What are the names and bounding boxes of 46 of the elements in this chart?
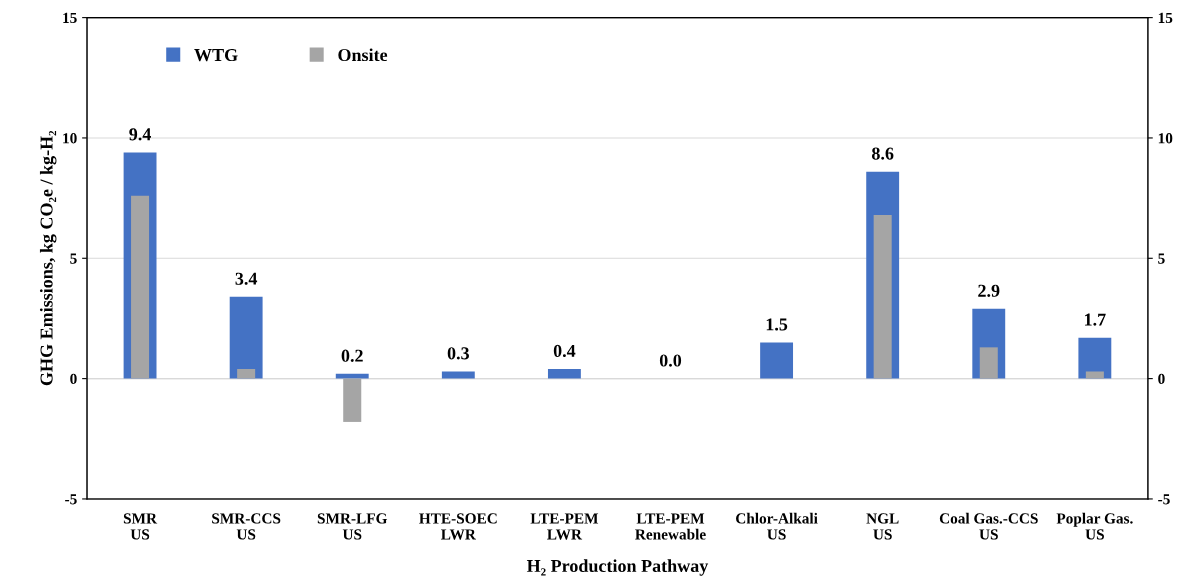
y-axis-title: GHG Emissions, kg CO₂e / kg-H₂ (39, 130, 57, 386)
x-tick-label: SMR US (123, 513, 158, 540)
x-tick-label: NGL US (866, 513, 899, 540)
data-label: 0.4 (553, 344, 576, 358)
bar (760, 342, 794, 379)
bar (873, 214, 892, 379)
bar (547, 368, 581, 379)
bar (441, 371, 475, 379)
x-tick-label: LTE-PEM LWR (530, 513, 599, 540)
bar (237, 368, 256, 379)
y-tick-label: -5 (65, 494, 77, 505)
y2-tick-label: 5 (1158, 253, 1165, 264)
bar (979, 347, 998, 379)
data-label: 0.3 (447, 347, 469, 360)
data-label: 3.4 (235, 272, 258, 285)
x-tick-label: Chlor-Alkali US (736, 512, 818, 540)
bar (343, 378, 362, 422)
bar (1085, 371, 1104, 379)
y2-tick-label: 0 (1158, 373, 1165, 385)
legend-label: Onsite (338, 48, 388, 62)
data-label: 1.5 (766, 318, 788, 331)
x-tick-label: Poplar Gas. US (1056, 512, 1133, 540)
legend-label: WTG (194, 48, 238, 62)
data-label: 0.2 (341, 349, 363, 362)
data-label: 1.7 (1085, 313, 1106, 326)
y-tick-label: 5 (70, 253, 77, 264)
y2-tick-label: 10 (1158, 133, 1173, 144)
bar (1078, 337, 1112, 379)
bar (131, 195, 150, 379)
x-axis-title: H₂ Production Pathway (526, 559, 709, 576)
y2-tick-label: -5 (1158, 494, 1170, 505)
data-label: 0.0 (659, 354, 682, 367)
y-tick-label: 0 (70, 373, 77, 385)
data-label: 9.4 (129, 128, 152, 141)
y-tick-label: 10 (63, 133, 77, 144)
x-tick-label: HTE-SOEC LWR (419, 513, 497, 540)
bar (229, 296, 263, 379)
data-label: 8.6 (871, 147, 894, 160)
y-tick-label: 15 (63, 12, 77, 24)
data-label: 2.9 (978, 284, 1000, 297)
x-tick-label: LTE-PEM Renewable (635, 513, 706, 540)
x-tick-label: Coal Gas.-CCS US (939, 512, 1038, 540)
y2-tick-label: 15 (1158, 12, 1173, 24)
x-tick-label: SMR-CCS US (212, 513, 281, 540)
bar (335, 373, 369, 379)
x-tick-label: SMR-LFG US (317, 513, 388, 540)
